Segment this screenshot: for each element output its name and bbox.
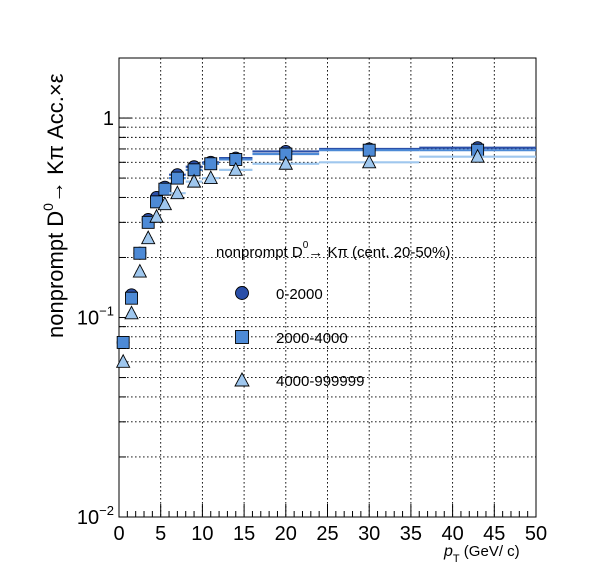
x-tick-labels: 0 5 10 15 20 25 30 35 40 45 50 — [113, 523, 547, 545]
x-axis-label-sub: T — [453, 553, 460, 565]
data-point-triangle — [149, 208, 164, 223]
data-point-triangle — [124, 305, 139, 320]
legend-label-series-2: 2000-4000 — [276, 330, 348, 347]
x-axis-label: pT (GeV/ c) — [443, 543, 520, 565]
legend: nonprompt D0→ Kπ (cent. 20-50%) 0-2000 2… — [216, 240, 450, 390]
data-point-triangle — [170, 185, 185, 200]
data-point-triangle — [278, 155, 294, 170]
y-tick-base: 10 — [77, 308, 99, 330]
y-tick-label: 10−1 — [77, 304, 114, 330]
data-point-triangle — [115, 353, 131, 368]
data-point-triangle — [361, 154, 377, 169]
data-point-square — [133, 246, 147, 260]
x-tick-label: 5 — [155, 523, 166, 545]
x-tick-label: 30 — [358, 523, 380, 545]
x-tick-label: 20 — [275, 523, 297, 545]
x-tick-label: 45 — [483, 523, 505, 545]
x-tick-label: 50 — [525, 523, 547, 545]
series-2 — [116, 143, 536, 349]
x-tick-label: 40 — [441, 523, 463, 545]
grid — [119, 58, 536, 517]
y-axis-label-rest: → Kπ Acc.×ε — [43, 73, 68, 203]
legend-title-rest: → Kπ (cent. 20-50%) — [308, 244, 450, 261]
data-point-triangle — [186, 173, 202, 188]
y-axis-label-main: nonprompt D — [43, 211, 68, 338]
data-point-triangle — [203, 170, 218, 185]
legend-title-main: nonprompt D — [216, 244, 303, 261]
x-tick-label: 0 — [113, 523, 124, 545]
legend-marker-triangle — [234, 372, 250, 387]
legend-marker-square — [235, 330, 249, 344]
data-point-square — [116, 335, 130, 349]
x-tick-label: 25 — [316, 523, 338, 545]
data-point-square — [125, 291, 138, 305]
axis-ticks — [118, 57, 537, 518]
data-point-triangle — [132, 263, 148, 278]
x-tick-label: 10 — [191, 523, 213, 545]
data-point-triangle — [157, 196, 173, 211]
data-point-triangle — [228, 161, 244, 176]
series-3 — [115, 148, 536, 368]
data-point-square — [170, 171, 184, 185]
data-point-square — [158, 182, 172, 196]
x-tick-label: 35 — [400, 523, 422, 545]
legend-marker-circle — [235, 286, 249, 300]
y-tick-exponent: −2 — [99, 503, 114, 518]
x-axis-label-rest: (GeV/ c) — [460, 543, 520, 560]
data-series — [115, 141, 536, 368]
y-tick-labels: 10−210−11 — [77, 108, 114, 529]
data-point-triangle — [470, 148, 485, 163]
data-point-triangle — [140, 230, 156, 245]
y-tick-exponent: −1 — [99, 304, 114, 319]
y-axis-label-sup: 0 — [40, 203, 56, 211]
legend-label-series-3: 4000-999999 — [276, 373, 364, 390]
x-tick-label: 15 — [233, 523, 255, 545]
legend-label-series-1: 0-2000 — [276, 286, 323, 303]
y-axis-label: nonprompt D0→ Kπ Acc.×ε — [40, 73, 68, 338]
legend-title-sup: 0 — [303, 240, 309, 251]
y-tick-label: 10−2 — [77, 503, 114, 529]
data-point-square — [204, 157, 218, 171]
y-tick-label: 1 — [103, 108, 114, 130]
y-tick-base: 10 — [77, 507, 99, 529]
x-axis-label-main: p — [443, 543, 453, 560]
legend-title: nonprompt D0→ Kπ (cent. 20-50%) — [216, 240, 450, 261]
